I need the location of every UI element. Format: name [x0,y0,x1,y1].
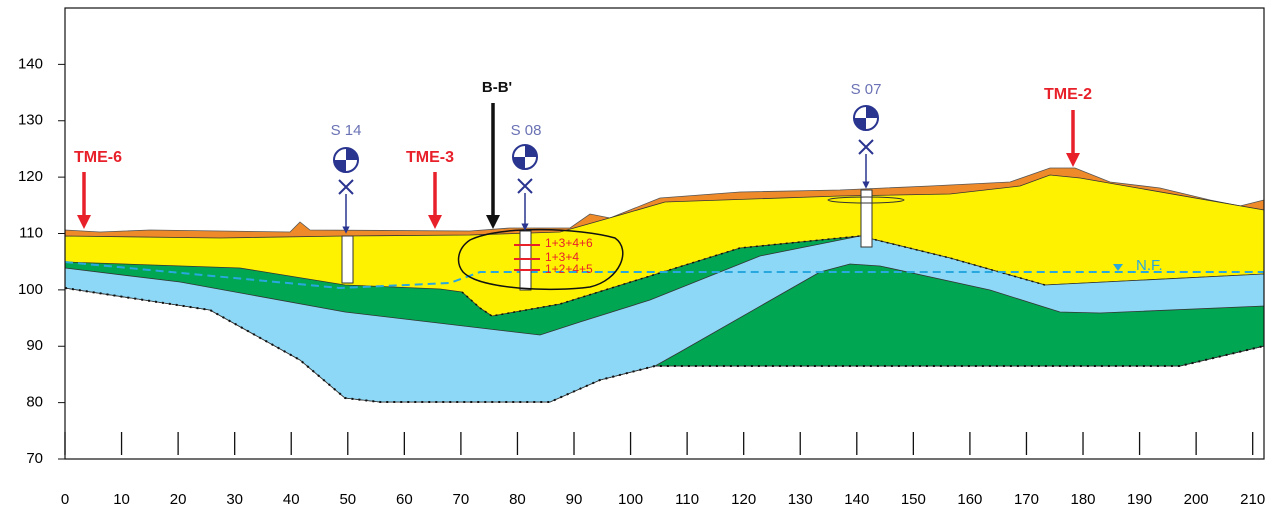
x-tick-label: 130 [788,491,813,508]
sample-label: 1+3+4 [545,250,579,264]
tme-label: TME-6 [74,149,122,166]
y-tick-label: 100 [18,281,43,298]
x-tick-label: 170 [1014,491,1039,508]
x-tick-label: 180 [1071,491,1096,508]
x-tick-label: 40 [283,491,300,508]
x-tick-label: 100 [618,491,643,508]
x-tick-label: 150 [901,491,926,508]
arrows [77,103,1080,229]
symbol [512,144,538,231]
layers: N.F. [64,167,1265,403]
symbol [853,105,879,189]
deep-green-layer [653,263,1265,367]
borehole-symbols [333,105,879,234]
x-tick-label: 110 [675,491,699,508]
water-label: N.F. [1136,257,1163,274]
x-tick-label: 80 [509,491,526,508]
y-tick-label: 130 [18,112,43,129]
x-tick-label: 30 [226,491,243,508]
sample-zone [457,228,624,291]
water-table [64,261,1264,290]
x-tick-label: 160 [957,491,982,508]
x-tick-label: 10 [113,491,130,508]
boreholes [341,189,905,291]
borehole [519,230,532,291]
sample-label: 1+3+4+6 [545,236,593,250]
sample-label: 1+2+4+5 [545,262,593,276]
borehole-label: S 08 [511,122,542,139]
x-tick-label: 20 [170,491,187,508]
x-tick-label: 0 [61,491,69,508]
sample-lines [514,244,540,271]
x-tick-label: 200 [1184,491,1209,508]
bedrock-line [64,287,1265,403]
section-label: B-B' [482,79,512,96]
tme-label: TME-2 [1044,86,1092,103]
y-tick-label: 110 [19,224,43,241]
borehole [341,235,354,284]
x-tick-label: 190 [1127,491,1152,508]
water-symbol [1113,264,1123,271]
y-tick-label: 90 [26,337,43,354]
lens [827,196,905,204]
x-tick-label: 70 [453,491,470,508]
y-tick-label: 140 [18,55,43,72]
borehole-label: S 07 [851,81,882,98]
axes: 0 10 20 30 40 50 60 70 80 90 100 110 120 130 140 150 160… [18,55,1265,508]
x-tick-label: 50 [339,491,356,508]
x-tick-label: 210 [1240,491,1265,508]
tme-label: TME-3 [406,149,454,166]
x-tick-label: 140 [844,491,869,508]
y-tick-label: 80 [26,394,43,411]
symbol [333,147,359,234]
x-tick-label: 60 [396,491,413,508]
borehole-label: S 14 [331,122,362,139]
y-tick-label: 70 [26,450,43,467]
y-tick-label: 120 [18,168,43,185]
x-tick-label: 120 [731,491,756,508]
x-tick-label: 90 [566,491,583,508]
borehole [860,189,873,248]
